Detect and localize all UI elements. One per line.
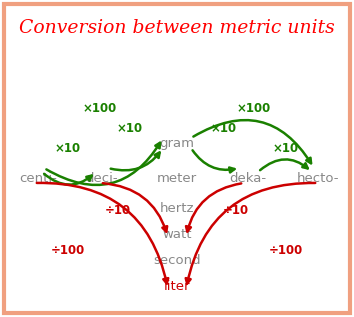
Text: ÷10: ÷10	[105, 204, 131, 217]
Text: deci-: deci-	[86, 171, 118, 184]
Text: ×10: ×10	[273, 141, 299, 154]
Text: ÷100: ÷100	[269, 243, 303, 256]
Text: ×100: ×100	[237, 101, 271, 114]
Text: meter: meter	[157, 171, 197, 184]
Text: ÷100: ÷100	[51, 243, 85, 256]
Text: ×100: ×100	[83, 101, 117, 114]
FancyBboxPatch shape	[4, 4, 350, 313]
Text: watt: watt	[162, 228, 192, 241]
Text: hertz: hertz	[160, 202, 194, 215]
Text: Conversion between metric units: Conversion between metric units	[19, 19, 335, 37]
Text: hecto-: hecto-	[297, 171, 339, 184]
Text: centi-: centi-	[19, 171, 57, 184]
Text: ÷10: ÷10	[223, 204, 249, 217]
Text: ×10: ×10	[211, 121, 237, 134]
Text: ×10: ×10	[55, 141, 81, 154]
Text: second: second	[153, 254, 201, 267]
Text: liter: liter	[164, 281, 190, 294]
Text: ×10: ×10	[117, 121, 143, 134]
Text: gram: gram	[160, 137, 194, 150]
Text: deka-: deka-	[229, 171, 267, 184]
